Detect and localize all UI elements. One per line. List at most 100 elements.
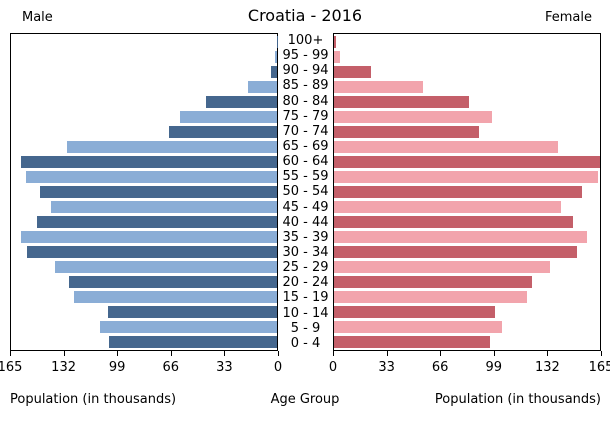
male-bar-0-4 bbox=[109, 336, 277, 349]
male-bar-row-35-39 bbox=[11, 231, 277, 244]
female-bar-row-15-19 bbox=[334, 291, 600, 304]
male-tick-mark-132 bbox=[63, 351, 65, 356]
male-bar-row-75-79 bbox=[11, 110, 277, 123]
male-side-label: Male bbox=[22, 10, 53, 25]
male-bar-row-15-19 bbox=[11, 291, 277, 304]
male-bar-row-10-14 bbox=[11, 306, 277, 319]
male-bar-row-50-54 bbox=[11, 185, 277, 198]
age-label-10-14: 10 - 14 bbox=[282, 305, 329, 321]
age-label-20-24: 20 - 24 bbox=[282, 275, 329, 291]
female-bar-0-4 bbox=[334, 336, 491, 349]
female-plot-area bbox=[333, 33, 601, 351]
age-label-30-34: 30 - 34 bbox=[282, 245, 329, 261]
male-axis-caption: Population (in thousands) bbox=[10, 392, 177, 407]
age-label-55-59: 55 - 59 bbox=[282, 169, 329, 185]
male-bar-row-5-9 bbox=[11, 321, 277, 334]
male-bar-35-39 bbox=[20, 231, 277, 244]
female-tick-mark-0 bbox=[333, 351, 334, 356]
female-bar-row-50-54 bbox=[334, 185, 600, 198]
female-bar-row-70-74 bbox=[334, 125, 600, 138]
male-bar-20-24 bbox=[69, 276, 277, 289]
female-side-label: Female bbox=[544, 10, 592, 25]
age-label-95-99: 95 - 99 bbox=[282, 48, 329, 64]
female-x-axis-ticks: 0 33 66 99 132 165 bbox=[329, 351, 610, 381]
female-bar-row-10-14 bbox=[334, 306, 600, 319]
male-tick-label-132: 132 bbox=[51, 360, 77, 375]
age-label-25-29: 25 - 29 bbox=[282, 260, 329, 276]
male-bar-row-20-24 bbox=[11, 276, 277, 289]
female-bar-row-0-4 bbox=[334, 336, 600, 349]
male-bar-row-25-29 bbox=[11, 261, 277, 274]
age-label-15-19: 15 - 19 bbox=[282, 290, 329, 306]
male-bar-65-69 bbox=[67, 140, 277, 153]
male-tick-label-66: 66 bbox=[162, 360, 180, 375]
female-bar-row-35-39 bbox=[334, 231, 600, 244]
female-bar-95-99 bbox=[334, 50, 341, 63]
age-label-100plus: 100+ bbox=[287, 33, 324, 49]
female-bar-100plus bbox=[334, 35, 337, 48]
female-bar-80-84 bbox=[334, 95, 470, 108]
male-tick-mark-33 bbox=[224, 351, 226, 356]
female-tick-label-132: 132 bbox=[534, 360, 560, 375]
male-bar-row-90-94 bbox=[11, 65, 277, 78]
female-bar-30-34 bbox=[334, 246, 578, 259]
male-bar-45-49 bbox=[51, 201, 277, 214]
female-bar-row-55-59 bbox=[334, 170, 600, 183]
female-tick-label-66: 66 bbox=[431, 360, 449, 375]
female-bar-row-5-9 bbox=[334, 321, 600, 334]
female-bar-10-14 bbox=[334, 306, 496, 319]
female-bar-row-90-94 bbox=[334, 65, 600, 78]
male-bar-60-64 bbox=[20, 155, 277, 168]
female-bar-row-60-64 bbox=[334, 155, 600, 168]
age-label-70-74: 70 - 74 bbox=[282, 123, 329, 139]
female-tick-label-99: 99 bbox=[485, 360, 503, 375]
male-bar-55-59 bbox=[25, 170, 277, 183]
male-bar-row-0-4 bbox=[11, 336, 277, 349]
female-bar-row-25-29 bbox=[334, 261, 600, 274]
age-group-axis-caption: Age Group bbox=[270, 392, 340, 407]
male-bar-row-85-89 bbox=[11, 80, 277, 93]
male-bar-85-89 bbox=[247, 80, 277, 93]
male-x-axis-ticks: 165 132 99 66 33 0 bbox=[0, 351, 282, 381]
age-label-90-94: 90 - 94 bbox=[282, 63, 329, 79]
male-bar-row-45-49 bbox=[11, 201, 277, 214]
female-bar-row-80-84 bbox=[334, 95, 600, 108]
female-bar-85-89 bbox=[334, 80, 423, 93]
male-bar-row-30-34 bbox=[11, 246, 277, 259]
female-bar-row-40-44 bbox=[334, 216, 600, 229]
male-bar-row-55-59 bbox=[11, 170, 277, 183]
male-bar-80-84 bbox=[206, 95, 277, 108]
male-bar-10-14 bbox=[107, 306, 277, 319]
male-bar-5-9 bbox=[99, 321, 277, 334]
age-label-5-9: 5 - 9 bbox=[290, 320, 321, 336]
female-tick-mark-66 bbox=[440, 351, 442, 356]
age-label-50-54: 50 - 54 bbox=[282, 184, 329, 200]
female-bar-45-49 bbox=[334, 201, 562, 214]
chart-title: Croatia - 2016 bbox=[247, 6, 363, 25]
female-bar-90-94 bbox=[334, 65, 372, 78]
male-bar-row-60-64 bbox=[11, 155, 277, 168]
female-bar-75-79 bbox=[334, 110, 492, 123]
male-bar-15-19 bbox=[73, 291, 277, 304]
female-tick-mark-132 bbox=[547, 351, 549, 356]
male-tick-label-99: 99 bbox=[108, 360, 126, 375]
female-tick-mark-33 bbox=[386, 351, 388, 356]
female-bar-row-45-49 bbox=[334, 201, 600, 214]
female-bar-row-65-69 bbox=[334, 140, 600, 153]
female-axis-caption: Population (in thousands) bbox=[434, 392, 601, 407]
female-bar-55-59 bbox=[334, 170, 599, 183]
age-label-80-84: 80 - 84 bbox=[282, 93, 329, 109]
male-bar-30-34 bbox=[27, 246, 277, 259]
male-bar-row-100plus bbox=[11, 35, 277, 48]
female-tick-label-33: 33 bbox=[378, 360, 395, 375]
female-bar-20-24 bbox=[334, 276, 533, 289]
female-bar-15-19 bbox=[334, 291, 528, 304]
male-tick-label-33: 33 bbox=[216, 360, 233, 375]
female-bar-row-100plus bbox=[334, 35, 600, 48]
age-label-85-89: 85 - 89 bbox=[282, 78, 329, 94]
female-bar-65-69 bbox=[334, 140, 559, 153]
age-group-axis: 100+ 95 - 99 90 - 94 85 - 89 80 - 84 75 - 79 7… bbox=[278, 33, 333, 351]
female-bar-25-29 bbox=[334, 261, 551, 274]
male-bar-90-94 bbox=[270, 65, 277, 78]
